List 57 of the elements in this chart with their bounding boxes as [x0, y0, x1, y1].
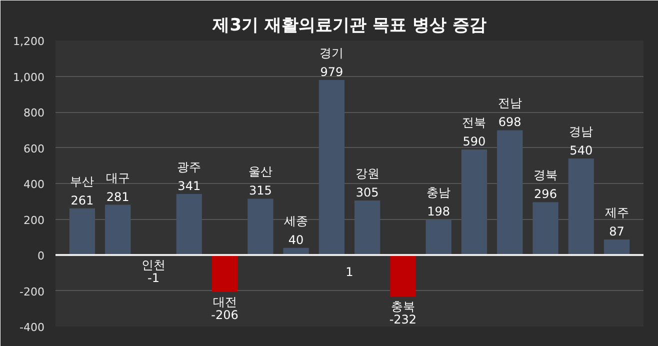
data-label: 540 [570, 143, 593, 158]
y-tick-label: -200 [20, 285, 45, 298]
bar [426, 220, 452, 255]
data-label: 261 [70, 193, 94, 208]
data-label: -232 [389, 312, 417, 326]
y-tick-label: 800 [24, 106, 45, 120]
annotation: 1 [346, 265, 354, 279]
x-tick-label: 광주 [177, 160, 202, 174]
bar [532, 202, 558, 255]
bar [212, 255, 238, 292]
bar [568, 158, 594, 255]
y-tick-label: 600 [24, 142, 45, 156]
x-tick-label: 경남 [569, 124, 594, 138]
chart-title: 제3기 재활의료기관 목표 병상 증감 [212, 16, 486, 36]
data-label: 341 [178, 179, 201, 194]
y-tick-label: 200 [24, 214, 45, 227]
y-tick-label: 400 [24, 178, 45, 191]
data-label: 590 [462, 134, 486, 149]
x-tick-label: 경기 [320, 46, 344, 60]
bar [69, 208, 96, 255]
bar [497, 130, 523, 255]
data-label: 87 [609, 224, 624, 238]
x-tick-label: 전남 [498, 96, 522, 110]
data-label: 296 [534, 187, 557, 202]
y-tick-label: 1,200 [13, 35, 45, 48]
data-label: 40 [288, 232, 304, 247]
x-tick-label: 제주 [604, 205, 629, 220]
x-tick-label: 울산 [248, 164, 272, 179]
x-tick-label: 대구 [106, 170, 130, 185]
bar [105, 204, 131, 255]
y-tick-label: 0 [38, 250, 44, 262]
data-label: -206 [211, 308, 238, 322]
x-tick-label: 경북 [534, 168, 558, 182]
x-tick-label: 충남 [426, 186, 451, 200]
data-label: -1 [148, 271, 160, 286]
bar [318, 80, 345, 255]
y-tick-label: 1,000 [13, 70, 45, 84]
x-tick-label: 강원 [355, 166, 380, 180]
x-tick-label: 대전 [212, 294, 237, 309]
data-label: 198 [427, 204, 450, 219]
x-tick-label: 부산 [70, 174, 94, 188]
bar [354, 200, 380, 255]
y-tick-label: -400 [20, 321, 45, 334]
bar [248, 198, 274, 255]
x-tick-label: 충북 [390, 299, 415, 314]
data-label: 281 [106, 190, 130, 204]
bar [604, 239, 630, 255]
x-tick-label: 전북 [462, 116, 486, 130]
x-tick-label: 인천 [142, 258, 166, 272]
bar [390, 255, 416, 296]
bar [176, 194, 202, 255]
data-label: 979 [320, 65, 344, 80]
x-tick-label: 세종 [284, 214, 308, 228]
data-label: 315 [248, 184, 272, 198]
data-label: 698 [498, 115, 522, 130]
data-label: 305 [356, 185, 379, 200]
bar [461, 150, 488, 255]
